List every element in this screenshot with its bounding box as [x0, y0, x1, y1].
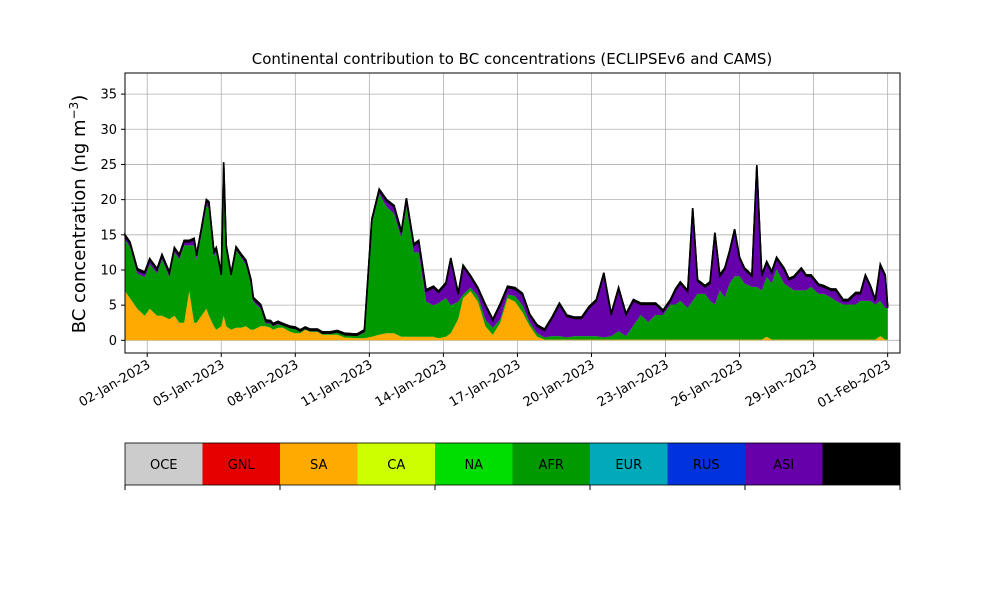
- legend-swatch-oce: [125, 443, 203, 485]
- legend-swatch-na: [435, 443, 513, 485]
- plot-frame: [124, 72, 901, 354]
- y-axis-label: BC concentration (ng m−3): [67, 95, 90, 334]
- legend-label-sa: SA: [310, 458, 327, 473]
- legend-swatch-eur: [590, 443, 668, 485]
- legend-label-asi: ASI: [773, 458, 794, 473]
- legend-swatch-aus: [822, 443, 900, 485]
- legend-label-afr: AFR: [539, 458, 564, 473]
- legend-swatch-ca: [357, 443, 435, 485]
- legend-label-eur: EUR: [615, 458, 642, 473]
- legend-swatch-afr: [512, 443, 590, 485]
- legend-label-rus: RUS: [693, 458, 720, 473]
- legend-swatch-asi: [745, 443, 823, 485]
- chart-title: Continental contribution to BC concentra…: [252, 50, 773, 68]
- y-tick-label: 10: [100, 263, 117, 278]
- stacked-areas: [124, 162, 889, 341]
- area-afr: [125, 168, 888, 340]
- y-tick-label: 20: [100, 193, 117, 208]
- y-tick-label: 0: [109, 334, 117, 349]
- legend-label-aus: AUS: [848, 458, 875, 473]
- total-outline: [124, 162, 889, 335]
- y-tick-label: 15: [100, 228, 117, 243]
- legend-label-ca: CA: [387, 458, 405, 473]
- legend-label-gnl: GNL: [228, 458, 256, 473]
- legend-label-oce: OCE: [150, 458, 178, 473]
- legend-label-na: NA: [464, 458, 483, 473]
- y-tick-label: 30: [100, 123, 117, 138]
- y-axis-label-exponent: −3: [67, 102, 81, 120]
- y-tick-label: 35: [100, 88, 117, 103]
- legend: OCE GNL SA CA NA AFR EUR RUS ASI AUS: [124, 442, 901, 490]
- legend-swatch-rus: [667, 443, 745, 485]
- y-tick-label: 25: [100, 158, 117, 173]
- area-asi: [125, 164, 888, 338]
- y-axis-label-base: BC concentration (ng m: [69, 119, 90, 333]
- area-sa: [125, 291, 888, 341]
- y-tick-label: 5: [109, 299, 117, 314]
- y-axis-ticks: 0 5 10 15 20 25 30 35: [100, 88, 125, 349]
- legend-frame: [124, 442, 901, 486]
- legend-swatch-sa: [280, 443, 358, 485]
- legend-swatch-gnl: [202, 443, 280, 485]
